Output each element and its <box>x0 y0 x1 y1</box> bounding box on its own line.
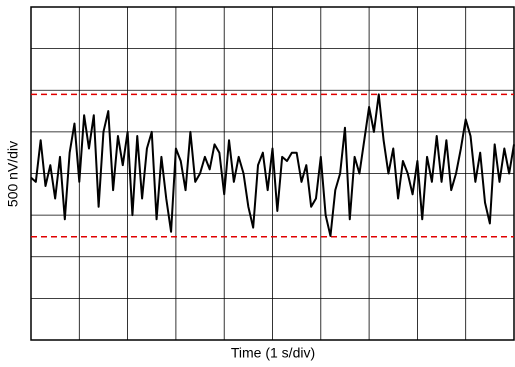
plot-frame <box>30 6 515 341</box>
x-axis-label: Time (1 s/div) <box>231 345 315 361</box>
y-axis-label: 500 nV/div <box>5 141 21 207</box>
trace <box>30 93 515 237</box>
